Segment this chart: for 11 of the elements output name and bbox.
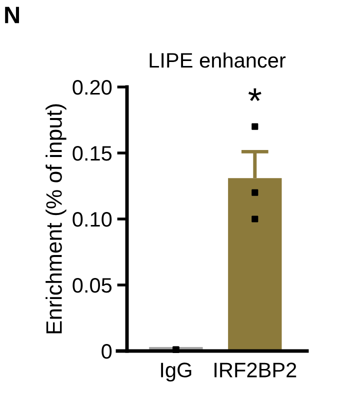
x-tick-label: IRF2BP2 (214, 362, 296, 378)
y-axis-title: Enrichment (% of input) (46, 104, 66, 334)
y-tick-label: 0.15 (72, 146, 112, 161)
y-tick-label: 0 (102, 344, 112, 359)
annotation: * (248, 88, 262, 102)
x-tick-label: IgG (161, 362, 192, 382)
y-tick-label: 0.10 (72, 212, 112, 227)
text: N (5, 6, 19, 24)
chart-title: LIPE enhancer (150, 52, 286, 68)
y-tick-label: 0.05 (72, 278, 112, 293)
y-tick-label: 0.20 (72, 80, 112, 95)
